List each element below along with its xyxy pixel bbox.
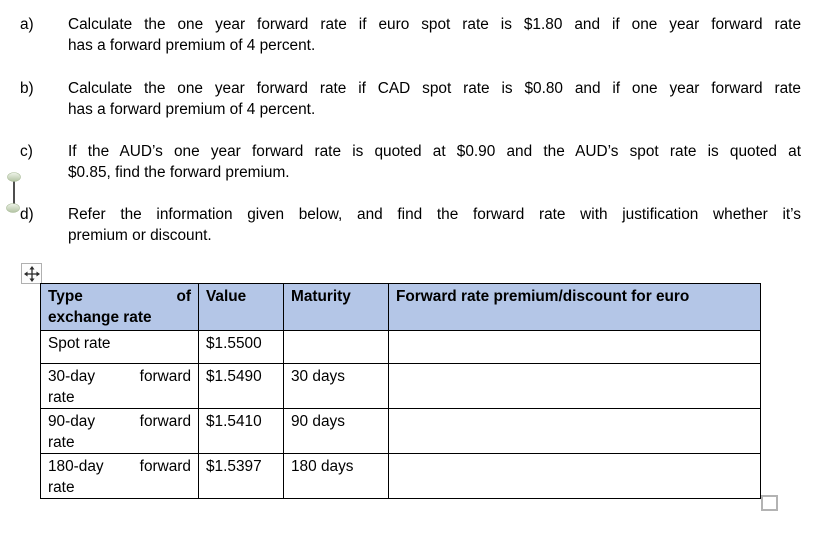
- cell-90day-forward[interactable]: [388, 408, 761, 454]
- cell-30day-type-line2: rate: [48, 389, 75, 406]
- table-header-row: Type of exchange rate Value Maturity For…: [40, 283, 761, 331]
- cell-180day-type[interactable]: 180-day forward rate: [40, 453, 199, 499]
- cell-spot-type-line1: Spot rate: [48, 335, 111, 352]
- question-b-text: Calculate the one year forward rate if C…: [68, 78, 801, 120]
- cell-90day-maturity[interactable]: 90 days: [283, 408, 389, 454]
- question-c-label: c): [20, 143, 33, 160]
- exchange-rate-table: Type of exchange rate Value Maturity For…: [40, 283, 761, 499]
- cell-180day-forward[interactable]: [388, 453, 761, 499]
- header-cell-maturity[interactable]: Maturity: [283, 283, 389, 331]
- cell-180day-type-line1: 180-day forward: [48, 458, 191, 475]
- cell-spot-type[interactable]: Spot rate: [40, 330, 199, 364]
- table-row-180day: 180-day forward rate $1.5397 180 days: [40, 453, 761, 499]
- cell-spot-forward[interactable]: [388, 330, 761, 364]
- question-item-a: a) Calculate the one year forward rate i…: [20, 14, 801, 56]
- cell-30day-forward[interactable]: [388, 363, 761, 409]
- question-d-line2: premium or discount.: [68, 227, 212, 244]
- cell-90day-value[interactable]: $1.5410: [198, 408, 284, 454]
- question-a-line1: Calculate the one year forward rate if e…: [68, 16, 801, 33]
- question-d-line1: Refer the information given below, and f…: [68, 206, 801, 223]
- header-cell-value[interactable]: Value: [198, 283, 284, 331]
- cell-180day-type-line2: rate: [48, 479, 75, 496]
- cell-90day-type[interactable]: 90-day forward rate: [40, 408, 199, 454]
- selection-marker-icon: [6, 172, 21, 213]
- table-resize-handle[interactable]: [761, 495, 778, 511]
- cell-30day-maturity[interactable]: 30 days: [283, 363, 389, 409]
- question-d-label: d): [20, 206, 34, 223]
- header-type-line1: Type of: [48, 288, 191, 305]
- cell-spot-value[interactable]: $1.5500: [198, 330, 284, 364]
- table-row-90day: 90-day forward rate $1.5410 90 days: [40, 408, 761, 454]
- cell-30day-type[interactable]: 30-day forward rate: [40, 363, 199, 409]
- table-row-spot: Spot rate $1.5500: [40, 330, 761, 364]
- question-item-c: c) If the AUD’s one year forward rate is…: [20, 141, 801, 183]
- cell-180day-maturity[interactable]: 180 days: [283, 453, 389, 499]
- question-d-text: Refer the information given below, and f…: [68, 204, 801, 246]
- question-a-label: a): [20, 16, 34, 33]
- cell-spot-maturity[interactable]: [283, 330, 389, 364]
- question-c-line2: $0.85, find the forward premium.: [68, 164, 290, 181]
- move-cross-icon: [23, 265, 40, 282]
- question-c-line1: If the AUD’s one year forward rate is qu…: [68, 143, 801, 160]
- question-a-text: Calculate the one year forward rate if e…: [68, 14, 801, 56]
- question-b-line1: Calculate the one year forward rate if C…: [68, 80, 801, 97]
- header-cell-forward[interactable]: Forward rate premium/discount for euro: [388, 283, 761, 331]
- question-c-text: If the AUD’s one year forward rate is qu…: [68, 141, 801, 183]
- question-item-d: d) Refer the information given below, an…: [20, 204, 801, 246]
- question-b-label: b): [20, 80, 34, 97]
- cell-30day-type-line1: 30-day forward: [48, 368, 191, 385]
- table-row-30day: 30-day forward rate $1.5490 30 days: [40, 363, 761, 409]
- cell-90day-type-line1: 90-day forward: [48, 413, 191, 430]
- header-type-line2: exchange rate: [48, 309, 152, 326]
- cell-30day-value[interactable]: $1.5490: [198, 363, 284, 409]
- cell-180day-value[interactable]: $1.5397: [198, 453, 284, 499]
- question-b-line2: has a forward premium of 4 percent.: [68, 101, 316, 118]
- question-a-line2: has a forward premium of 4 percent.: [68, 37, 316, 54]
- table-move-handle[interactable]: [21, 263, 42, 284]
- header-cell-type[interactable]: Type of exchange rate: [40, 283, 199, 331]
- question-item-b: b) Calculate the one year forward rate i…: [20, 78, 801, 120]
- cell-90day-type-line2: rate: [48, 434, 75, 451]
